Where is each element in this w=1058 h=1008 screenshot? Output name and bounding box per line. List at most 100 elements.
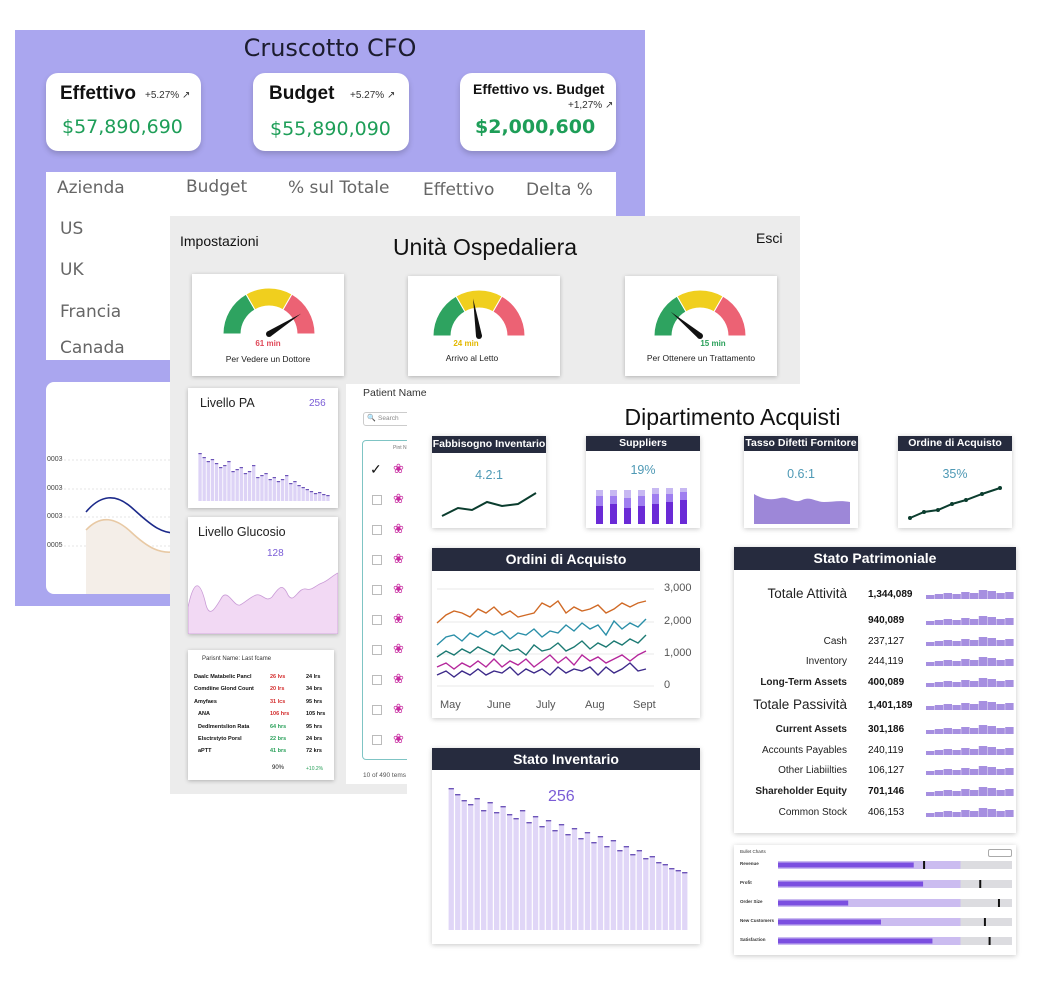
table-row[interactable]: Francia (60, 302, 122, 322)
row-checkbox[interactable] (372, 615, 382, 625)
gauge-card[interactable]: 24 min Arrivo al Letto (408, 276, 560, 376)
card-title: Fabbisogno Inventario (432, 436, 546, 453)
card-title: Suppliers (586, 436, 700, 451)
balance-sparkbar (926, 787, 1014, 796)
column-header[interactable]: Azienda (57, 178, 125, 198)
balance-value: 106,127 (868, 765, 905, 776)
cfo-chart-svg (60, 459, 181, 594)
tick-label: 0003 (47, 456, 63, 463)
row-checkbox[interactable] (372, 705, 382, 715)
gauge-card[interactable]: 15 min Per Ottenere un Trattamento (625, 276, 777, 376)
purchase-order-card[interactable]: Ordine di Acquisto 35% (898, 436, 1012, 528)
bar (604, 846, 610, 930)
avatar-icon: ❀ (393, 701, 404, 716)
kpi-card-effettivo[interactable]: Effettivo +5.27% ↗ $57,890,690 (46, 73, 201, 151)
settings-link[interactable]: Impostazioni (180, 233, 259, 249)
balance-value: 701,146 (868, 786, 905, 797)
options-dropdown[interactable] (988, 849, 1012, 857)
bar (680, 488, 687, 492)
balance-sparkbar (926, 746, 1014, 755)
bullet-bar (778, 861, 1012, 869)
patient-row[interactable]: ❀ (363, 701, 423, 727)
bar (506, 814, 513, 930)
column-header[interactable]: Budget (186, 177, 248, 197)
bullet-label: Profit (740, 880, 752, 885)
sparkline (908, 486, 1002, 520)
column-header[interactable]: Delta % (526, 180, 593, 200)
patient-row[interactable]: ❀ (363, 551, 423, 577)
balance-sheet-card[interactable]: Stato Patrimoniale Totale Attività 1,344,… (734, 547, 1016, 833)
patient-search-input[interactable]: 🔍 Search (363, 412, 410, 426)
table-row[interactable]: US (60, 219, 84, 239)
row-checkbox[interactable] (372, 495, 382, 505)
column-header[interactable]: Effettivo (423, 180, 495, 200)
bar (610, 496, 617, 504)
glucose-level-card[interactable]: Livello Glucosio 128 (188, 517, 338, 634)
row-checkbox[interactable] (372, 555, 382, 565)
bullet-bar (778, 880, 1012, 888)
bar (636, 850, 642, 930)
bar (487, 802, 493, 930)
patient-row[interactable]: ❀ (363, 611, 423, 637)
kpi-value: $57,890,690 (62, 116, 183, 138)
y-tick-label: 2,000 (664, 615, 692, 627)
row-checkbox[interactable] (372, 675, 382, 685)
gauge-icon (432, 289, 526, 339)
balance-label: Totale Passività (753, 697, 847, 712)
suppliers-card[interactable]: Suppliers 19% (586, 436, 700, 528)
patient-row[interactable]: ❀ (363, 491, 423, 517)
bar (624, 498, 631, 508)
trend-up-icon: ↗ (181, 90, 191, 101)
patient-row[interactable]: ❀ (363, 671, 423, 697)
row-checkbox[interactable] (372, 525, 382, 535)
patient-row[interactable]: ❀ (363, 641, 423, 667)
column-header: Pint N (393, 445, 407, 451)
defect-rate-card[interactable]: Tasso Difetti Fornitore 0.6:1 (744, 436, 858, 528)
card-title: Ordine di Acquisto (898, 436, 1012, 451)
purchasing-title: Dipartimento Acquisti (624, 404, 841, 430)
inventory-status-card[interactable]: Stato Inventario 256 (432, 748, 700, 944)
balance-sparkbar (926, 766, 1014, 775)
patient-row[interactable]: ✓ ❀ (363, 461, 423, 487)
patient-row[interactable]: ❀ (363, 521, 423, 547)
bar (309, 491, 314, 501)
bar (623, 846, 630, 930)
inventory-need-card[interactable]: Fabbisogno Inventario 4.2:1 (432, 436, 546, 528)
bullet-charts-card[interactable]: Bullet Charts Revenue Profit Order Size New… (734, 845, 1016, 955)
lab-footer-percent: 90% (272, 765, 285, 771)
patient-row[interactable]: ❀ (363, 581, 423, 607)
table-row[interactable]: Canada (60, 338, 125, 358)
area-sparkline (754, 494, 850, 524)
table-row[interactable]: UK (60, 260, 84, 280)
bar (652, 488, 659, 494)
bar (610, 840, 617, 930)
column-header[interactable]: % sul Totale (288, 178, 390, 198)
card-value: 35% (942, 467, 968, 481)
patient-row[interactable]: ❀ (363, 731, 423, 757)
purchase-orders-chart-card[interactable]: Ordini di Acquisto 3,000 2,000 1,000 0 M… (432, 548, 700, 718)
bar (584, 832, 591, 930)
x-tick-label: July (536, 699, 556, 711)
row-checkbox[interactable] (372, 645, 382, 655)
balance-sparkbar (926, 701, 1014, 710)
kpi-card-budget[interactable]: Budget +5.27% ↗ $55,890,090 (253, 73, 409, 151)
checkmark-icon[interactable]: ✓ (370, 461, 382, 477)
bar (617, 850, 623, 930)
pa-level-card[interactable]: Livello PA 256 (188, 388, 338, 508)
row-checkbox[interactable] (372, 585, 382, 595)
x-tick-label: Aug (585, 699, 605, 711)
exit-link[interactable]: Esci (756, 230, 783, 246)
y-tick-label: 3,000 (664, 582, 692, 594)
bullet-label: New Customers (740, 918, 775, 923)
kpi-card-variance[interactable]: Effettivo vs. Budget +1,27% ↗ $2,000,600 (460, 73, 616, 151)
hospital-title: Unità Ospedaliera (392, 234, 578, 260)
balance-label: Shareholder Equity (755, 786, 847, 797)
trend-up-icon: ↗ (386, 90, 396, 101)
avatar-icon: ❀ (393, 491, 404, 506)
gauge-card[interactable]: 61 min Per Vedere un Dottore (192, 274, 344, 376)
gauge-value: 24 min (453, 339, 479, 348)
gauge-label: Per Ottenere un Trattamento (646, 353, 756, 363)
row-checkbox[interactable] (372, 735, 382, 745)
bar (494, 812, 500, 930)
balance-sparkbar (926, 657, 1014, 666)
